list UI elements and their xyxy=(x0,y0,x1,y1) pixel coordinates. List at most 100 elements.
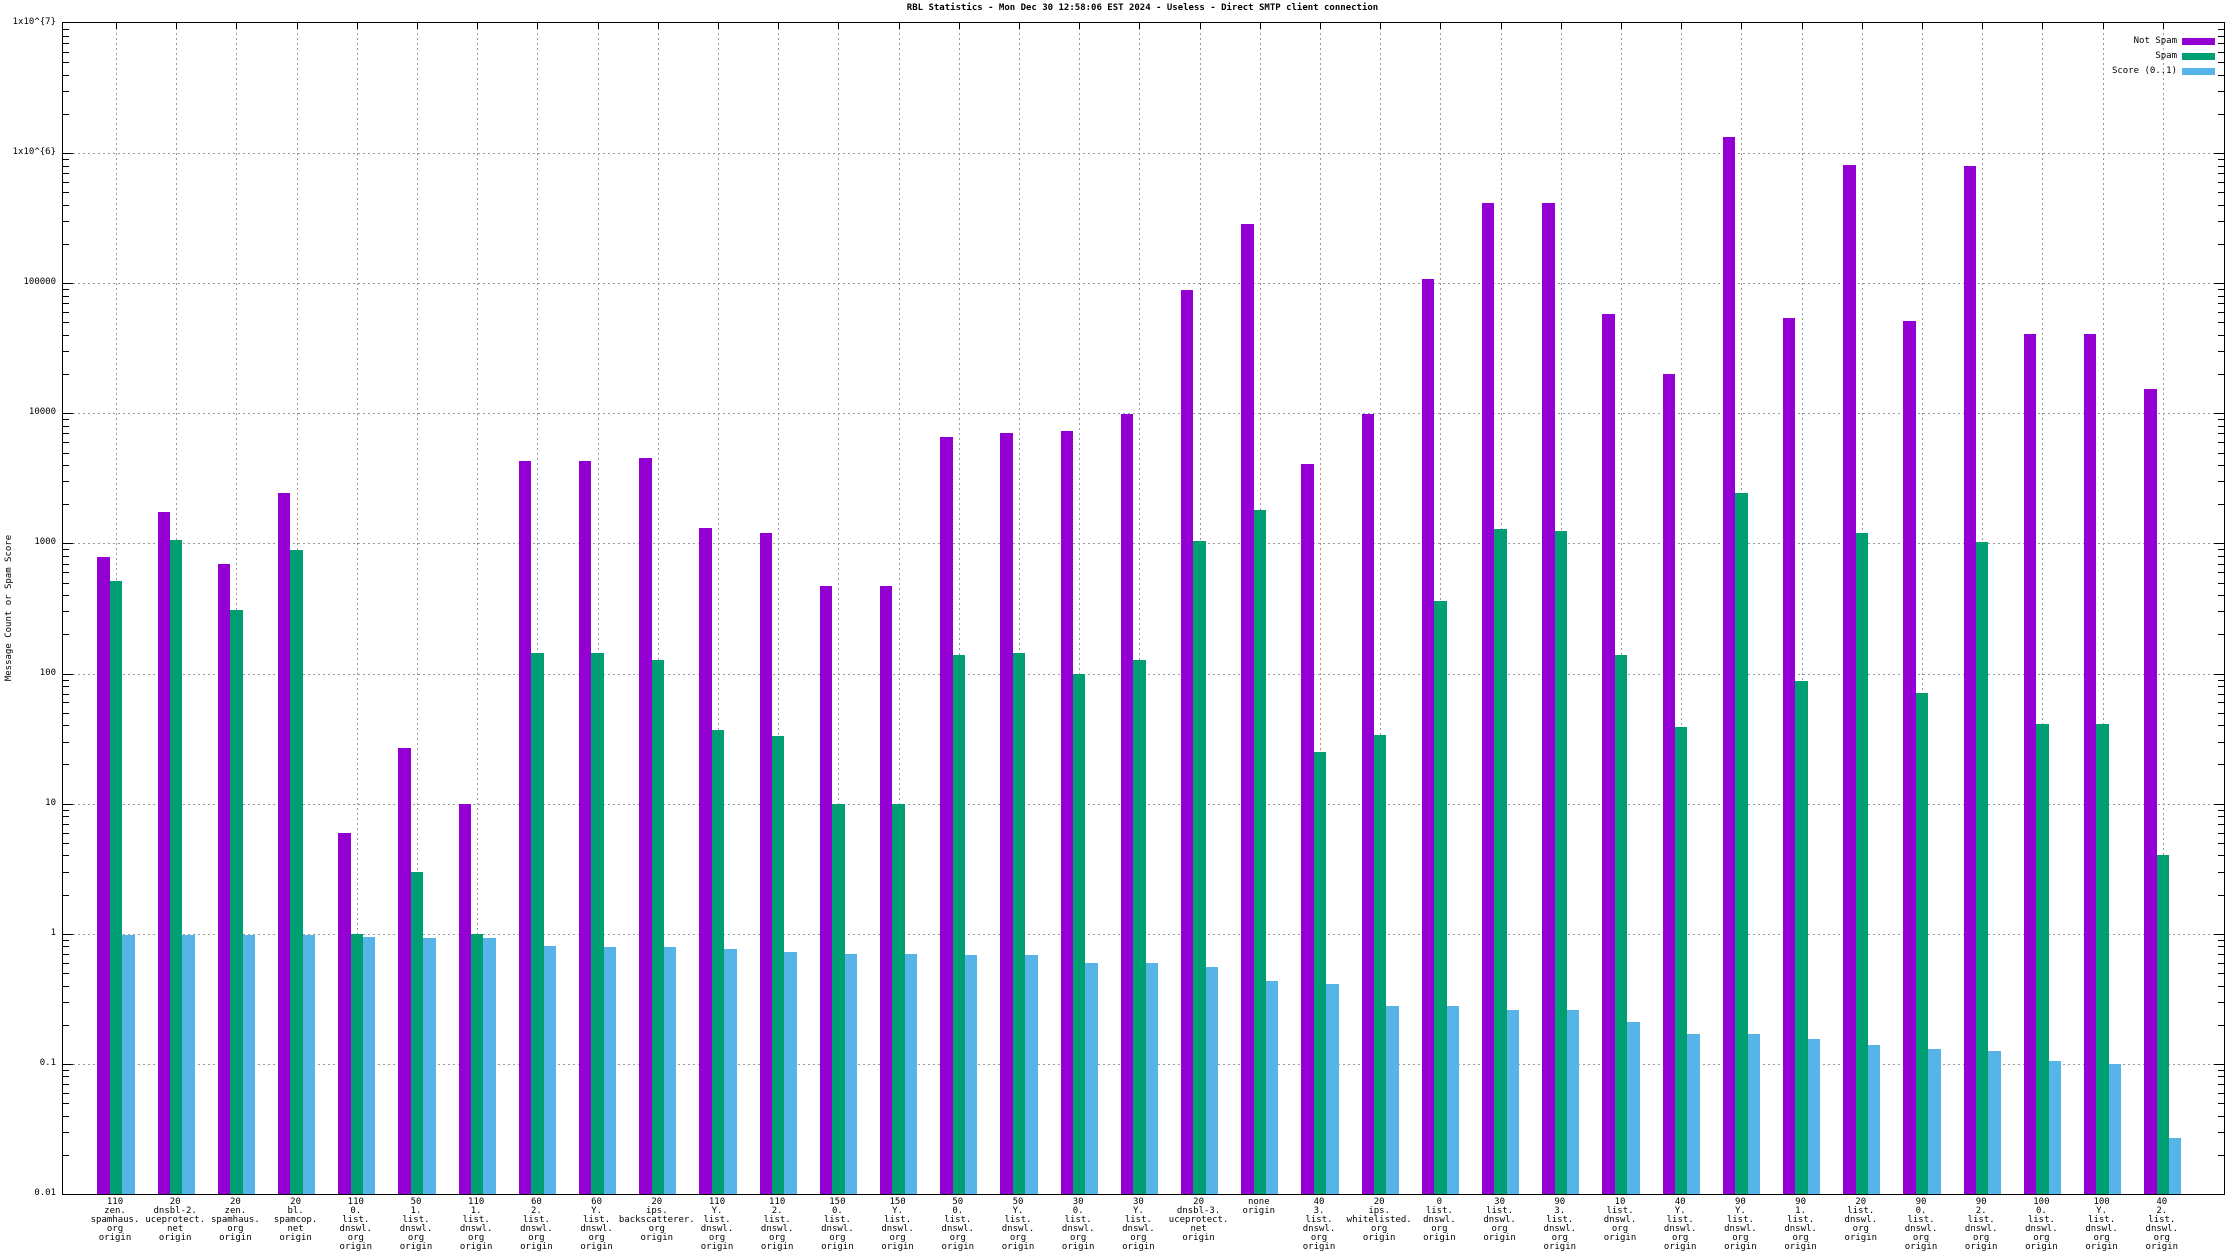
x-tick-top xyxy=(236,23,238,29)
x-tick-top xyxy=(1199,23,1201,29)
x-tick-label-line: org xyxy=(1792,1233,1809,1243)
y-major-tick-left xyxy=(63,153,73,155)
y-major-tick-left xyxy=(63,283,73,285)
y-minor-tick-right xyxy=(2218,1076,2224,1078)
bar-score-0-1 xyxy=(1567,1009,1580,1194)
bar-score-0-1 xyxy=(844,953,857,1194)
y-minor-tick-left xyxy=(63,679,69,681)
x-tick-label-line: dnsbl-3. xyxy=(1176,1206,1221,1216)
x-tick-label-line: spamhaus. xyxy=(90,1215,140,1225)
legend-swatch-spam xyxy=(2182,52,2215,60)
x-tick-top xyxy=(1801,23,1803,29)
y-minor-tick-right xyxy=(2218,702,2224,704)
x-tick-label-line: 110 xyxy=(106,1197,124,1207)
y-minor-tick-right xyxy=(2218,686,2224,688)
gridline-vertical xyxy=(1681,23,1683,1194)
x-tick-label-line: 60 xyxy=(530,1197,542,1207)
x-tick-label-line: org xyxy=(1672,1233,1689,1243)
y-minor-tick-left xyxy=(63,1103,69,1105)
y-major-tick-right xyxy=(2214,153,2224,155)
x-tick-label-line: origin xyxy=(459,1242,493,1252)
y-minor-tick-left xyxy=(63,686,69,688)
x-tick-label: none origin xyxy=(1243,1198,1276,1216)
y-minor-tick-left xyxy=(63,303,69,305)
bar-not-spam xyxy=(1060,431,1073,1194)
x-tick-top xyxy=(898,23,900,29)
x-tick-label-line: 50 xyxy=(952,1197,964,1207)
bar-score-0-1 xyxy=(1145,962,1158,1194)
bar-not-spam xyxy=(278,492,291,1194)
bar-spam xyxy=(1253,509,1266,1194)
y-minor-tick-left xyxy=(63,634,69,636)
y-minor-tick-left xyxy=(63,91,69,93)
x-tick-label-line: org xyxy=(106,1224,124,1234)
x-tick-top xyxy=(778,23,780,29)
gridline-vertical xyxy=(236,23,238,1194)
x-tick-label-line: 150 xyxy=(889,1197,906,1207)
bar-not-spam xyxy=(880,585,893,1194)
x-tick-label-line: origin xyxy=(1964,1242,1998,1252)
bar-score-0-1 xyxy=(483,938,496,1194)
x-tick-label-line: dnswl. xyxy=(399,1224,433,1234)
x-tick-label-line: 2. xyxy=(1975,1206,1987,1216)
x-tick-label-line: org xyxy=(528,1233,545,1243)
x-tick-label-line: Y. xyxy=(2096,1206,2108,1216)
x-tick-label-line: origin xyxy=(1904,1242,1938,1252)
x-tick-label-line: list. xyxy=(462,1215,490,1225)
y-minor-tick-right xyxy=(2218,549,2224,551)
y-minor-tick-left xyxy=(63,1115,69,1117)
gridline-vertical xyxy=(1621,23,1622,1194)
y-minor-tick-right xyxy=(2218,28,2224,30)
x-tick-label-line: origin xyxy=(1061,1242,1095,1252)
y-minor-tick-left xyxy=(63,181,69,183)
x-tick-label-line: dnswl. xyxy=(1904,1224,1938,1234)
x-tick-label-line: list. xyxy=(1666,1215,1694,1225)
x-tick-label-line: 40 xyxy=(2156,1197,2168,1207)
x-tick-label: 50 1. list. dnswl. org origin xyxy=(400,1198,433,1252)
legend-label-spam: Spam xyxy=(2155,51,2177,61)
x-tick-label: 90 Y. list. dnswl. org origin xyxy=(1724,1198,1757,1252)
y-minor-tick-left xyxy=(63,702,69,704)
bar-not-spam xyxy=(157,511,170,1194)
x-tick-label-line: 0 xyxy=(1436,1197,1443,1207)
y-minor-tick-left xyxy=(63,1069,69,1071)
x-tick-label-line: org xyxy=(708,1233,726,1243)
y-major-tick-left xyxy=(63,1063,73,1065)
x-tick-label-line: origin xyxy=(1122,1242,1155,1252)
y-minor-tick-left xyxy=(63,741,69,743)
x-tick-label: 110 0. list. dnswl. org origin xyxy=(340,1198,373,1252)
x-tick-label: 20 list. dnswl. org origin xyxy=(1845,1198,1878,1243)
x-tick-label-line: origin xyxy=(279,1233,312,1243)
y-minor-tick-left xyxy=(63,504,69,506)
x-tick-label-line: origin xyxy=(1724,1242,1757,1252)
y-minor-tick-right xyxy=(2218,1154,2224,1156)
gridline-vertical xyxy=(1320,23,1321,1194)
y-tick-label: 1 xyxy=(50,927,56,938)
x-tick-label-line: dnswl. xyxy=(941,1224,975,1234)
y-major-tick-left xyxy=(63,413,73,415)
gridline-vertical xyxy=(1801,23,1803,1194)
x-tick-label-line: backscatterer. xyxy=(618,1215,695,1225)
x-tick-label-line: origin xyxy=(98,1233,132,1243)
x-tick-label-line: 20 xyxy=(169,1197,181,1207)
x-tick-label: 110 2. list. dnswl. org origin xyxy=(761,1198,794,1252)
x-tick-label-line: 2. xyxy=(2156,1206,2168,1216)
gridline-vertical xyxy=(597,23,599,1194)
x-tick-label-line: 110 xyxy=(347,1197,364,1207)
y-minor-tick-right xyxy=(2218,764,2224,766)
x-tick-label: 40 3. list. dnswl. org origin xyxy=(1303,1198,1336,1252)
bar-not-spam xyxy=(1722,137,1736,1194)
x-tick-label-line: origin xyxy=(821,1242,854,1252)
bar-not-spam xyxy=(1241,224,1254,1194)
x-tick-top xyxy=(1139,23,1141,29)
bar-score-0-1 xyxy=(904,953,918,1194)
x-tick-label: 50 Y. list. dnswl. org origin xyxy=(1002,1198,1035,1252)
x-tick-label-line: spamcop. xyxy=(273,1215,318,1225)
x-tick-label-line: 0. xyxy=(2035,1206,2047,1216)
legend-label-not-spam: Not Spam xyxy=(2133,36,2177,46)
x-tick-label-line: list. xyxy=(823,1215,851,1225)
x-tick-label-line: org xyxy=(2033,1233,2050,1243)
x-tick-label: 30 list. dnswl. org origin xyxy=(1483,1198,1516,1243)
y-minor-tick-right xyxy=(2218,1131,2224,1133)
